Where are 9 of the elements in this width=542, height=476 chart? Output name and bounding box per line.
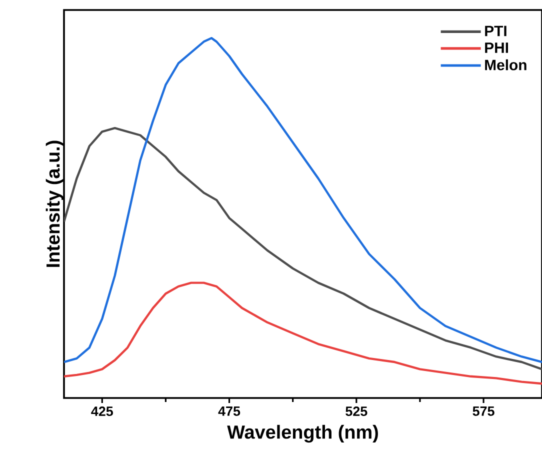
legend-label: PTI bbox=[485, 26, 506, 36]
legend-label: PHI bbox=[485, 42, 508, 53]
x-axis-title: Wavelength (nm) bbox=[227, 424, 378, 443]
x-tick-label: 475 bbox=[218, 406, 240, 416]
y-axis-title: Intensity (a.u.) bbox=[46, 140, 64, 267]
x-tick-label: 425 bbox=[91, 406, 113, 416]
x-tick-label: 575 bbox=[472, 406, 494, 416]
x-tick-label: 525 bbox=[346, 406, 368, 416]
legend-label: Melon bbox=[485, 59, 526, 70]
